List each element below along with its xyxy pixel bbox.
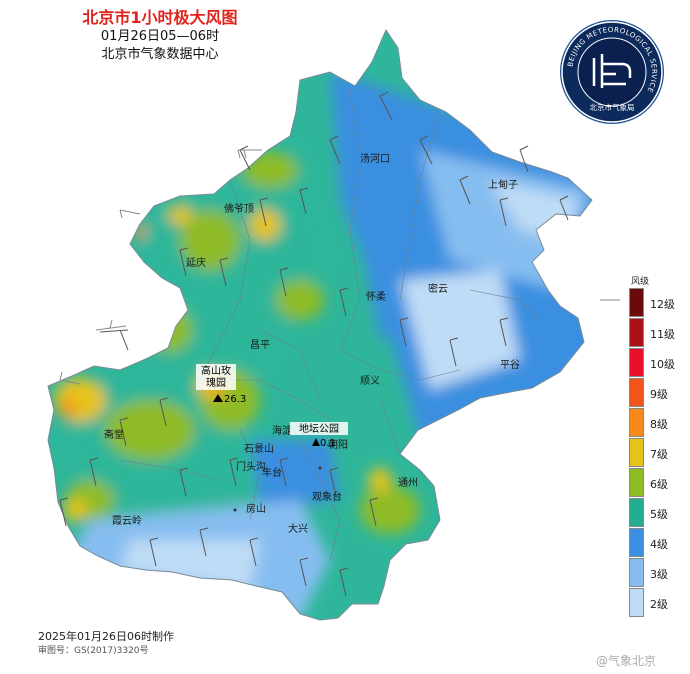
place-label: 门头沟 (236, 460, 266, 473)
place-label: 汤河口 (360, 152, 390, 165)
legend-title: 风级 (631, 277, 650, 287)
place-label: 观象台 (312, 490, 342, 503)
place-labels: 汤河口 上甸子 佛爷顶 延庆 怀柔 密云 昌平 顺义 平谷 海淀 朝阳 斋堂 石… (104, 152, 520, 535)
weibo-watermark: @气象北京 (596, 654, 657, 668)
place-label: 石景山 (244, 443, 274, 455)
station-triangle-icon (213, 394, 223, 402)
legend-item: 9级 (629, 378, 679, 408)
station-name-line2: 瑰园 (206, 376, 226, 389)
legend-label: 3级 (650, 568, 668, 581)
legend-swatch (629, 408, 644, 437)
legend-swatch (629, 558, 644, 587)
station-ditan: 地坛公园 0.1 (290, 422, 348, 449)
place-label: 朝阳 (328, 439, 348, 451)
legend-label: 4级 (650, 538, 668, 551)
station-gaoshan: 高山玫 瑰园 26.3 (196, 364, 246, 405)
data-center: 北京市气象数据中心 (101, 47, 219, 62)
beijing-meteorological-logo: BEIJING METEOROLOGICAL SERVICE 北京市气象局 (560, 20, 664, 124)
legend-item: 8级 (629, 408, 679, 438)
legend-swatch (629, 438, 644, 467)
place-label: 大兴 (288, 522, 308, 535)
legend-item: 7级 (629, 438, 679, 468)
logo-emblem (592, 54, 632, 88)
place-label: 怀柔 (366, 291, 386, 303)
legend-label: 9级 (650, 388, 668, 401)
map-title-block: 北京市1小时极大风图 01月26日05—06时 北京市气象数据中心 (50, 8, 270, 64)
outside-wind-barbs (59, 149, 620, 385)
station-name-line1: 地坛公园 (299, 422, 339, 435)
logo-name: 北京市气象局 (590, 102, 635, 112)
place-markers (233, 466, 322, 512)
legend-item: 5级 (629, 498, 679, 528)
station-name-line1: 高山玫 (201, 364, 231, 377)
legend-label: 12级 (650, 298, 675, 311)
place-label: 密云 (428, 282, 448, 295)
legend-item: 3级 (629, 558, 679, 588)
place-label: 霞云岭 (112, 514, 142, 527)
legend-item: 6级 (629, 468, 679, 498)
legend-swatch (629, 348, 644, 377)
place-label: 丰台 (262, 466, 282, 479)
legend-swatch (629, 288, 644, 317)
legend-item: 10级 (629, 348, 679, 378)
place-label: 上甸子 (488, 178, 518, 191)
legend-item: 2级 (629, 588, 679, 618)
legend-swatch (629, 498, 644, 527)
legend-swatch (629, 378, 644, 407)
place-label: 昌平 (250, 339, 270, 351)
place-label: 顺义 (360, 375, 380, 387)
place-label: 平谷 (500, 359, 520, 371)
legend-item: 12级 (629, 288, 679, 318)
legend-label: 11级 (650, 328, 675, 341)
approval-number: 审图号：GS(2017)3320号 (38, 646, 149, 656)
made-date: 2025年01月26日06时制作 (38, 630, 174, 643)
station-triangle-icon (312, 438, 320, 446)
legend-item: 11级 (629, 318, 679, 348)
legend-label: 2级 (650, 598, 668, 611)
legend-swatch (629, 318, 644, 347)
place-label: 佛爷顶 (224, 202, 254, 215)
district-boundaries (119, 89, 541, 561)
place-label: 延庆 (186, 256, 206, 269)
station-value: 0.1 (320, 438, 336, 449)
place-label: 斋堂 (104, 428, 124, 441)
legend-label: 10级 (650, 358, 675, 371)
place-label: 海淀 (272, 424, 292, 437)
legend-label: 5级 (650, 508, 668, 521)
map-title: 北京市1小时极大风图 (82, 8, 238, 27)
legend-item: 4级 (629, 528, 679, 558)
time-range: 01月26日05—06时 (100, 29, 220, 44)
legend-label: 8级 (650, 418, 668, 431)
place-label: 通州 (398, 477, 418, 489)
station-value: 26.3 (224, 394, 246, 405)
legend-swatch (629, 468, 644, 497)
legend-label: 6级 (650, 478, 668, 491)
place-label: 房山 (246, 502, 266, 515)
legend-swatch (629, 588, 644, 617)
wind-barbs (59, 91, 569, 597)
legend-swatch (629, 528, 644, 557)
legend-label: 7级 (650, 448, 668, 461)
